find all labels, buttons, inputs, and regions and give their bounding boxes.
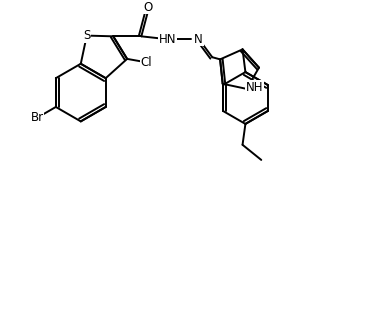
Text: N: N — [194, 33, 203, 46]
Text: Cl: Cl — [141, 56, 153, 69]
Text: Br: Br — [31, 111, 44, 124]
Text: NH: NH — [246, 81, 263, 94]
Text: S: S — [83, 29, 91, 42]
Text: O: O — [143, 1, 153, 14]
Text: HN: HN — [159, 33, 176, 46]
